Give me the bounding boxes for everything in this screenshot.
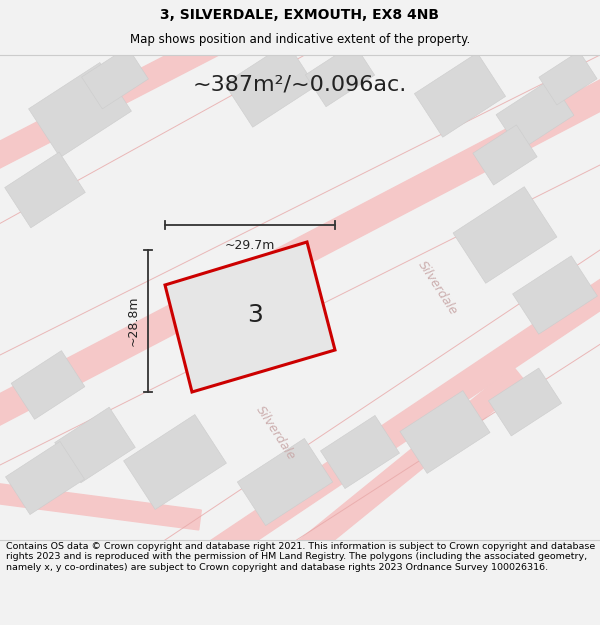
Text: Silverdale: Silverdale [416, 258, 460, 318]
Text: ~29.7m: ~29.7m [225, 239, 275, 252]
Text: 3: 3 [247, 303, 263, 327]
Polygon shape [29, 62, 131, 158]
Polygon shape [496, 79, 574, 151]
Polygon shape [183, 264, 600, 581]
Polygon shape [0, 480, 201, 530]
Polygon shape [0, 68, 600, 438]
Polygon shape [55, 407, 136, 483]
Polygon shape [473, 125, 537, 185]
Polygon shape [320, 416, 400, 489]
Polygon shape [5, 152, 85, 228]
Polygon shape [0, 0, 286, 181]
Polygon shape [488, 368, 562, 436]
Text: Silverdale: Silverdale [254, 404, 298, 462]
Polygon shape [400, 391, 490, 473]
Text: 3, SILVERDALE, EXMOUTH, EX8 4NB: 3, SILVERDALE, EXMOUTH, EX8 4NB [161, 8, 439, 22]
Text: Map shows position and indicative extent of the property.: Map shows position and indicative extent… [130, 33, 470, 46]
Polygon shape [512, 256, 598, 334]
Polygon shape [11, 351, 85, 419]
Text: ~387m²/~0.096ac.: ~387m²/~0.096ac. [193, 75, 407, 95]
Polygon shape [82, 47, 148, 109]
Polygon shape [453, 187, 557, 283]
Text: ~28.8m: ~28.8m [127, 296, 140, 346]
Polygon shape [273, 366, 527, 579]
Polygon shape [415, 52, 506, 138]
Text: Contains OS data © Crown copyright and database right 2021. This information is : Contains OS data © Crown copyright and d… [6, 542, 595, 571]
Polygon shape [165, 242, 335, 392]
Polygon shape [305, 43, 374, 107]
Polygon shape [224, 42, 316, 127]
Polygon shape [124, 414, 226, 509]
Polygon shape [5, 441, 85, 514]
Polygon shape [237, 438, 333, 526]
Polygon shape [539, 51, 597, 105]
